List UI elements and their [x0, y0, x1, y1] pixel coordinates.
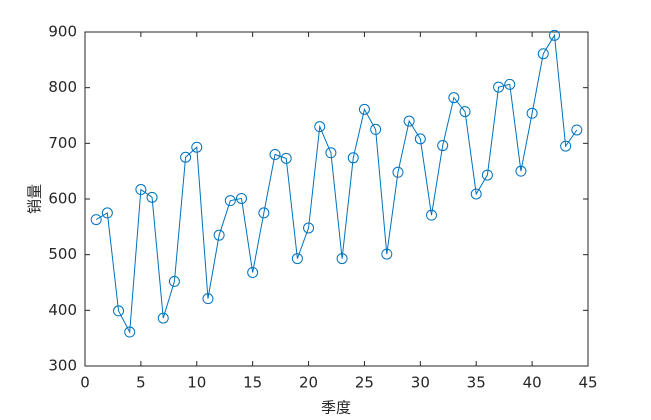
- x-tick-label: 25: [355, 374, 374, 392]
- marker: [526, 107, 538, 119]
- y-tick-label: 500: [48, 245, 77, 263]
- marker: [358, 103, 370, 115]
- marker: [258, 207, 270, 219]
- x-tick-label: 35: [467, 374, 486, 392]
- x-tick-label: 40: [523, 374, 542, 392]
- marker: [280, 152, 292, 164]
- marker: [213, 229, 225, 241]
- marker: [515, 165, 527, 177]
- marker: [403, 115, 415, 127]
- line: [95, 33, 578, 334]
- x-tick-label: 15: [243, 374, 262, 392]
- marker: [135, 184, 147, 196]
- marker: [168, 275, 180, 287]
- marker: [303, 222, 315, 234]
- marker: [191, 141, 203, 153]
- y-tick-label: 800: [48, 78, 77, 96]
- x-tick-label: 30: [411, 374, 430, 392]
- marker: [370, 123, 382, 135]
- marker: [381, 248, 393, 260]
- x-tick-label: 45: [578, 374, 597, 392]
- x-tick-label: 20: [299, 374, 318, 392]
- marker: [459, 106, 471, 118]
- y-tick-label: 600: [48, 190, 77, 208]
- marker: [448, 92, 460, 104]
- marker: [560, 140, 572, 152]
- marker: [392, 166, 404, 178]
- y-tick-label: 900: [48, 23, 77, 41]
- marker: [314, 121, 326, 133]
- marker: [537, 48, 549, 60]
- y-tick-label: 300: [48, 357, 77, 375]
- x-tick-label: 5: [136, 374, 146, 392]
- marker: [426, 209, 438, 221]
- marker: [90, 214, 102, 226]
- marker: [124, 326, 136, 338]
- marker: [146, 191, 158, 203]
- marker: [235, 192, 247, 204]
- marker: [180, 151, 192, 163]
- marker: [202, 293, 214, 305]
- marker: [571, 124, 583, 136]
- marker: [548, 29, 560, 41]
- marker: [414, 133, 426, 145]
- marker: [504, 78, 516, 90]
- marker: [470, 188, 482, 200]
- y-axis-label: 销量: [26, 184, 44, 214]
- x-tick-label: 10: [187, 374, 206, 392]
- x-axis-label: 季度: [321, 399, 351, 417]
- marker: [437, 140, 449, 152]
- marker: [101, 207, 113, 219]
- marker: [336, 253, 348, 265]
- x-tick-label: 0: [80, 374, 90, 392]
- y-tick-label: 400: [48, 301, 77, 319]
- marker: [113, 305, 125, 317]
- plot-area: [84, 31, 589, 367]
- marker: [157, 312, 169, 324]
- marker: [493, 81, 505, 93]
- marker: [269, 148, 281, 160]
- y-tick-label: 700: [48, 134, 77, 152]
- marker: [325, 147, 337, 159]
- marker: [247, 266, 259, 278]
- marker: [481, 169, 493, 181]
- marker: [224, 195, 236, 207]
- marker: [347, 152, 359, 164]
- marker: [291, 253, 303, 265]
